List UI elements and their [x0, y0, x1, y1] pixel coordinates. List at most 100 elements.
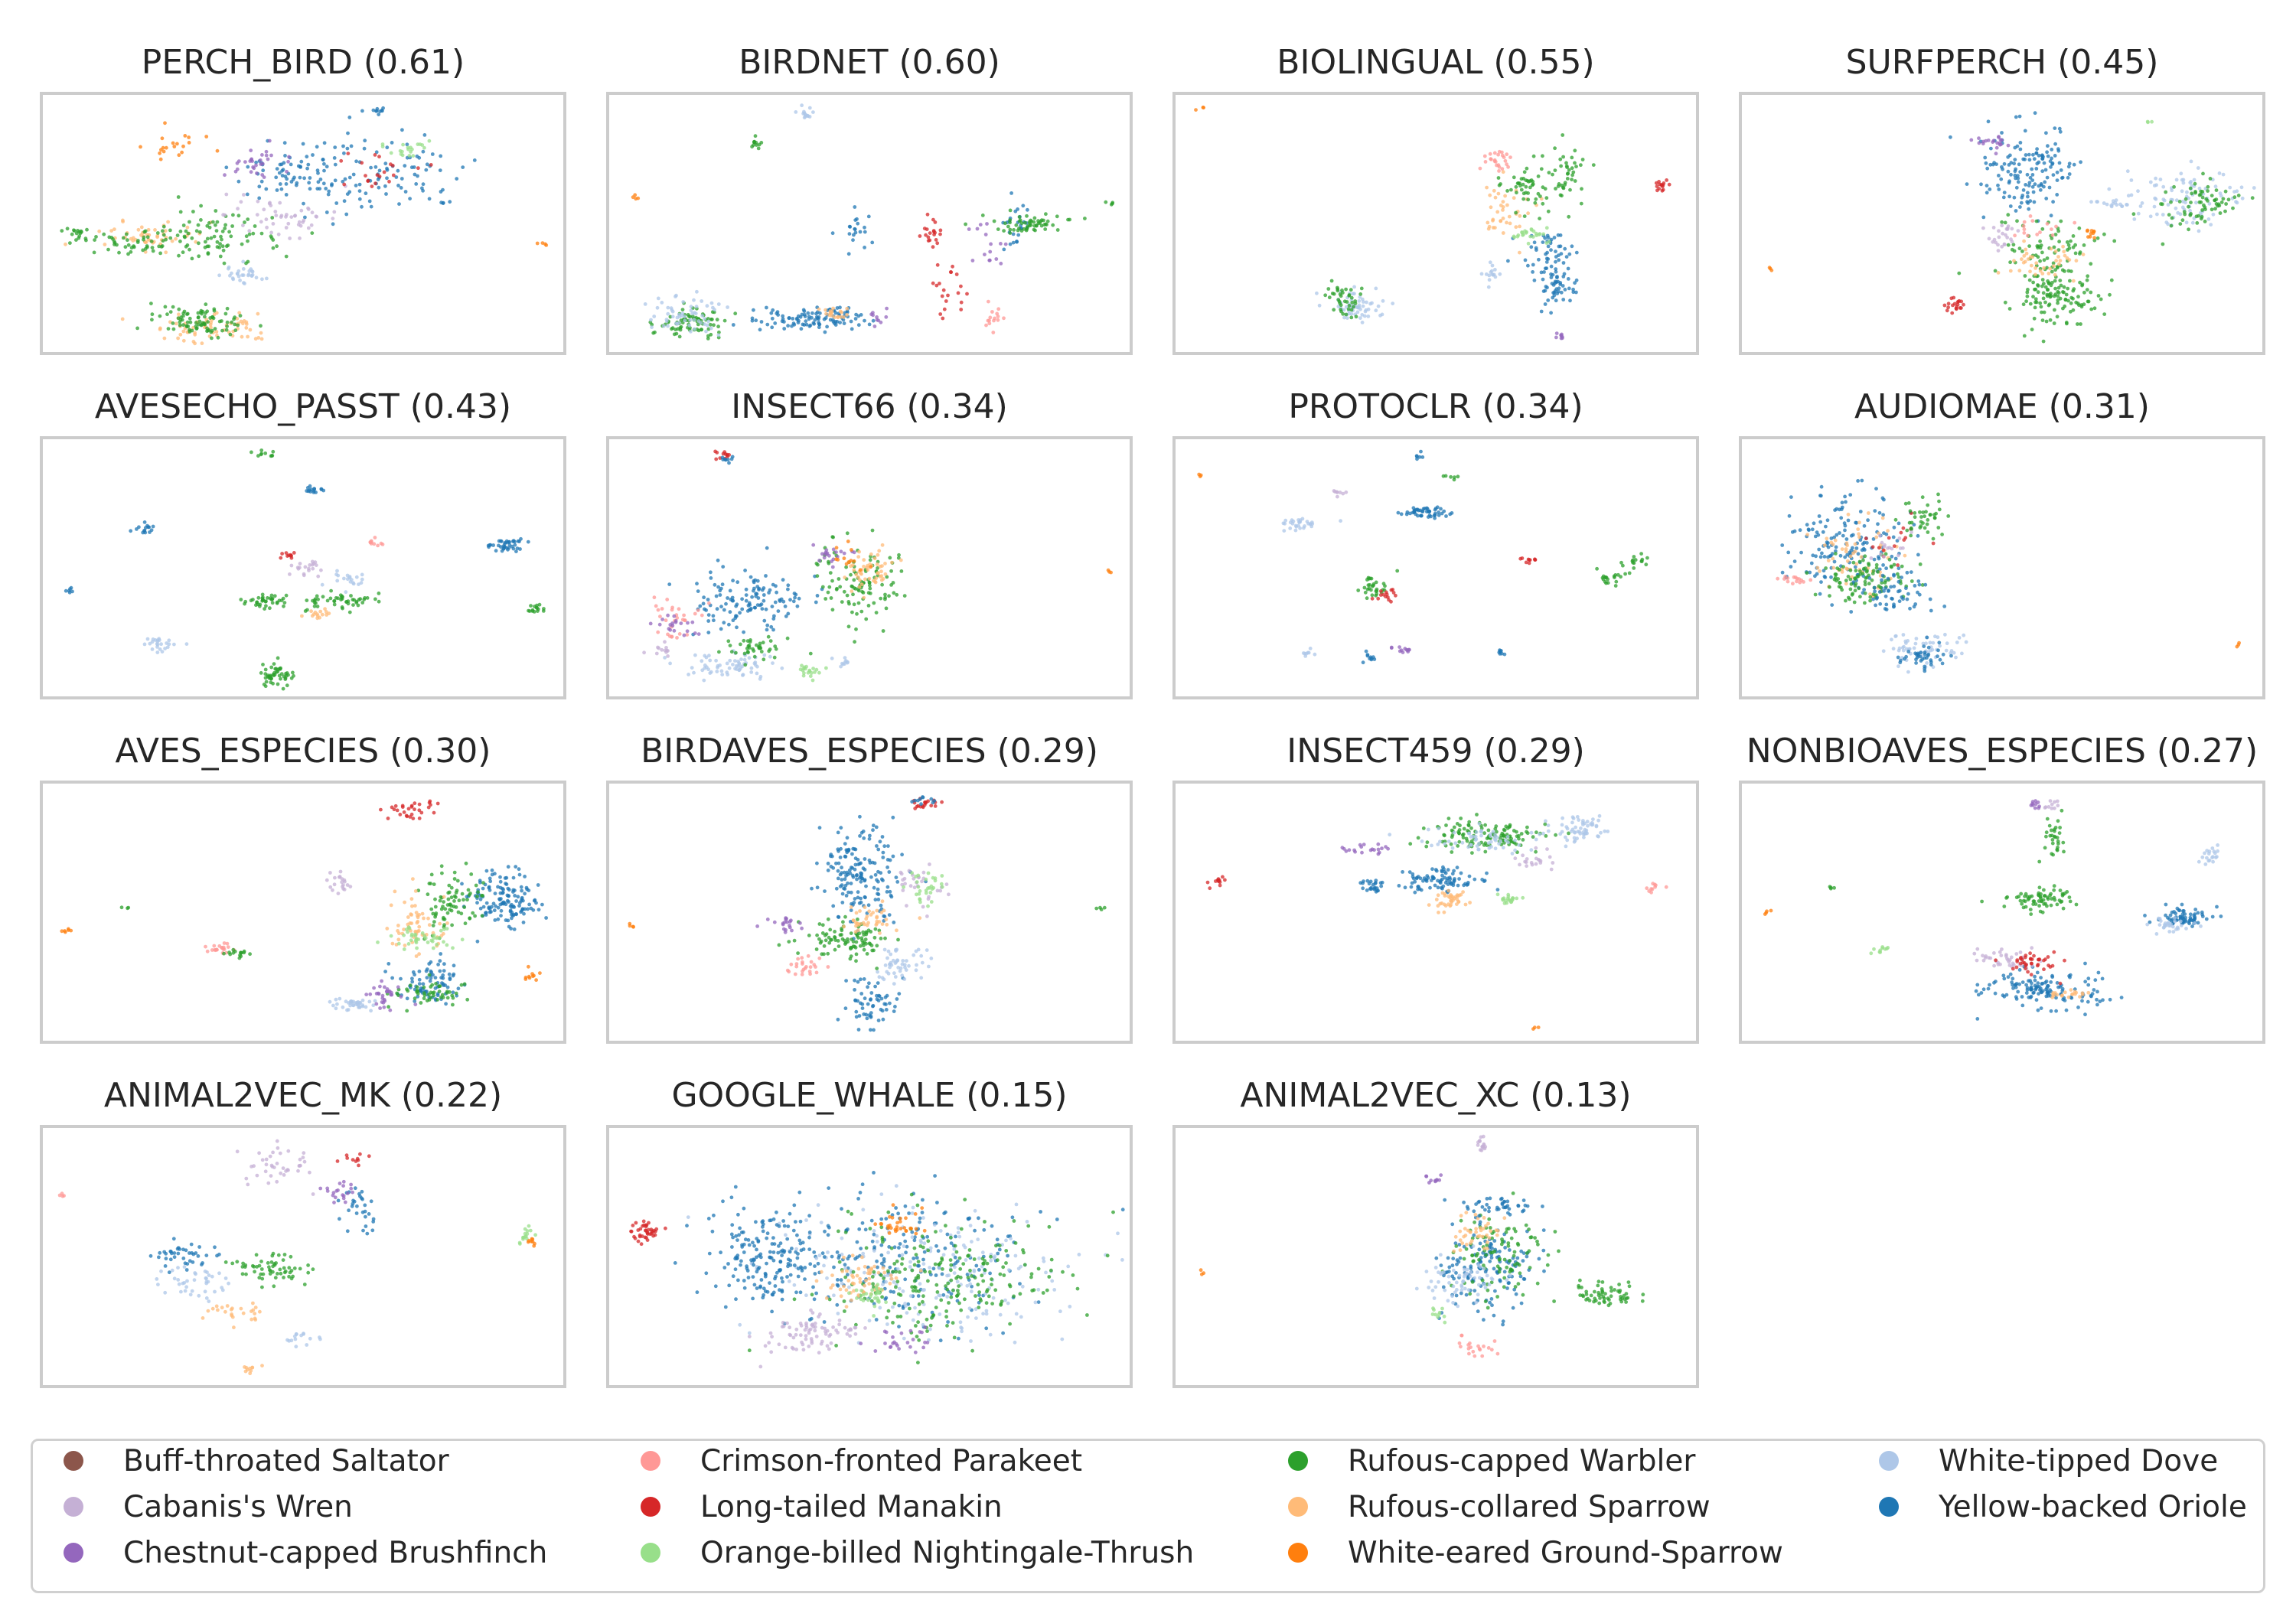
- scatter-point: [396, 168, 400, 173]
- scatter-point: [150, 318, 154, 322]
- scatter-point: [278, 200, 282, 205]
- scatter-point: [1399, 512, 1404, 517]
- scatter-point: [216, 335, 220, 340]
- scatter-point: [501, 891, 505, 895]
- scatter-point: [442, 969, 446, 973]
- scatter-point: [765, 546, 769, 550]
- scatter-point: [1384, 590, 1388, 595]
- scatter-point: [1558, 157, 1563, 161]
- scatter-point: [1529, 228, 1534, 232]
- scatter-point: [1290, 518, 1294, 523]
- scatter-point: [1833, 508, 1837, 512]
- scatter-point: [836, 869, 840, 873]
- scatter-point: [709, 576, 713, 580]
- scatter-point: [2013, 233, 2017, 238]
- scatter-point: [837, 577, 841, 581]
- scatter-point: [778, 598, 782, 602]
- scatter-point: [70, 589, 74, 594]
- scatter-point: [406, 807, 411, 811]
- scatter-point: [1573, 179, 1577, 183]
- scatter-point: [1896, 553, 1900, 558]
- scatter-point: [409, 812, 414, 817]
- scatter-point: [1848, 493, 1853, 497]
- scatter-point: [1896, 521, 1901, 526]
- scatter-point: [417, 808, 422, 813]
- scatter-point: [1831, 556, 1835, 561]
- scatter-point: [715, 670, 719, 673]
- scatter-point: [2043, 285, 2048, 289]
- scatter-point: [1789, 495, 1793, 499]
- scatter-point: [419, 810, 424, 815]
- scatter-point: [944, 299, 948, 303]
- scatter-point: [928, 231, 932, 235]
- scatter-point: [636, 196, 641, 200]
- scatter-point: [879, 578, 884, 582]
- scatter-point: [1837, 585, 1841, 588]
- scatter-point: [1992, 237, 1997, 242]
- scatter-point: [1531, 262, 1535, 267]
- scatter-point: [1868, 595, 1873, 599]
- scatter-point: [239, 200, 243, 204]
- scatter-point: [1903, 553, 1907, 558]
- scatter-point: [307, 181, 311, 185]
- scatter-point: [724, 601, 728, 606]
- scatter-point: [1558, 282, 1563, 286]
- scatter-point: [801, 673, 806, 678]
- scatter-point: [721, 458, 726, 461]
- scatter-point: [315, 616, 320, 621]
- scatter-point: [411, 817, 416, 820]
- scatter-point: [1893, 556, 1898, 561]
- scatter-point: [452, 870, 457, 875]
- scatter-point: [2152, 184, 2157, 187]
- scatter-point: [1439, 507, 1443, 511]
- scatter-point: [2125, 203, 2128, 207]
- scatter-point: [416, 929, 420, 934]
- scatter-point: [1858, 595, 1862, 599]
- scatter-point: [810, 671, 814, 675]
- scatter-point: [2036, 290, 2040, 295]
- scatter-point: [1288, 526, 1293, 530]
- scatter-point: [167, 638, 171, 643]
- scatter-point: [720, 673, 725, 676]
- scatter-point: [753, 605, 758, 610]
- scatter-point: [432, 810, 436, 815]
- scatter-point: [752, 654, 757, 659]
- scatter-point: [1305, 520, 1309, 523]
- scatter-point: [694, 305, 699, 309]
- scatter-point: [315, 145, 319, 149]
- scatter-point: [2053, 279, 2057, 283]
- scatter-point: [438, 898, 442, 903]
- scatter-point: [2136, 211, 2141, 216]
- scatter-point: [461, 898, 465, 902]
- scatter-point: [2193, 181, 2197, 186]
- scatter-point: [879, 877, 884, 882]
- scatter-point: [706, 613, 711, 617]
- scatter-point: [279, 556, 283, 560]
- scatter-point: [667, 582, 672, 586]
- scatter-point: [2008, 269, 2013, 273]
- scatter-point: [1860, 478, 1864, 483]
- scatter-point: [2020, 194, 2025, 197]
- scatter-point: [652, 315, 657, 318]
- scatter-point: [2223, 189, 2228, 194]
- scatter-point: [527, 888, 531, 892]
- scatter-point: [842, 551, 846, 556]
- scatter-point: [1875, 595, 1880, 600]
- point-cluster: [1776, 575, 1813, 586]
- scatter-point: [1290, 521, 1295, 526]
- scatter-point: [302, 218, 306, 223]
- scatter-point: [223, 227, 227, 230]
- scatter-point: [693, 631, 697, 635]
- scatter-point: [725, 453, 729, 458]
- scatter-point: [1532, 279, 1537, 282]
- scatter-point: [734, 604, 739, 608]
- scatter-point: [465, 997, 470, 1002]
- scatter-point: [225, 324, 229, 328]
- scatter-point: [830, 535, 835, 539]
- scatter-point: [728, 588, 732, 593]
- scatter-point: [2027, 152, 2031, 157]
- scatter-point: [523, 875, 527, 878]
- scatter-point: [526, 907, 530, 911]
- scatter-point: [996, 227, 1000, 231]
- scatter-point: [2059, 168, 2063, 172]
